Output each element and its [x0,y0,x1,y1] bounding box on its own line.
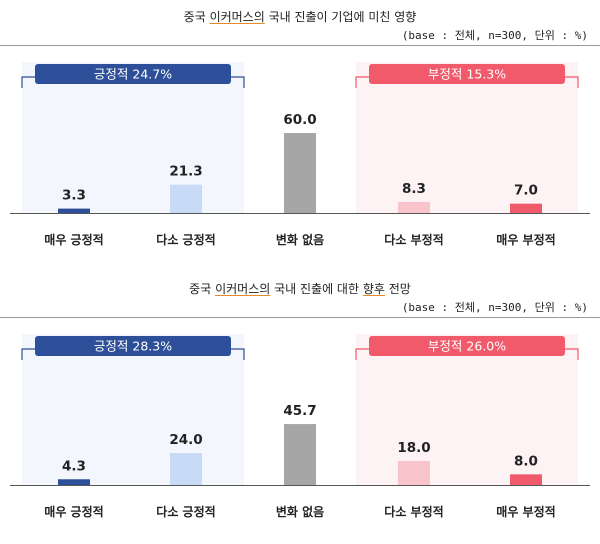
category-label: 변화 없음 [276,232,324,247]
group-pill [35,64,231,84]
group-background [22,62,244,213]
category-label: 다소 부정적 [384,504,443,519]
bar [510,203,542,213]
category-label: 매우 부정적 [496,232,555,247]
chart-title: 중국 이커머스의 국내 진출에 대한 향후 전망 [0,280,600,297]
chart-panel-impact: 중국 이커머스의 국내 진출이 기업에 미친 영향 (base : 전체, n=… [0,8,600,247]
base-note: (base : 전체, n=300, 단위 : %) [401,29,588,42]
data-label: 24.0 [169,432,202,448]
bar [398,461,430,485]
group-label: 부정적 26.0% [428,339,506,354]
bar-chart: 긍정적 28.3% 부정적 26.0% 4.3 매우 긍정적 24.0 다소 긍정적 45.… [10,334,590,519]
data-label: 4.3 [62,458,86,474]
group-pill [369,336,565,356]
group-pill [35,336,231,356]
group-label: 긍정적 28.3% [94,339,172,354]
title-part: 국내 진출이 기업에 미친 영향 [264,10,417,24]
category-label: 매우 긍정적 [44,504,103,519]
bar [170,184,202,213]
chart-title: 중국 이커머스의 국내 진출이 기업에 미친 영향 [0,8,600,25]
category-label: 다소 긍정적 [156,504,215,519]
data-label: 18.0 [397,440,430,456]
data-label: 60.0 [283,112,316,128]
title-part-highlight: 이커머스의 [215,282,271,296]
group-background [356,334,578,485]
divider [0,317,600,318]
title-part: 중국 [189,282,216,296]
bar [58,208,90,213]
data-label: 8.0 [514,453,538,469]
base-note: (base : 전체, n=300, 단위 : %) [401,301,588,314]
category-label: 변화 없음 [276,504,324,519]
group-label: 부정적 15.3% [428,67,506,82]
title-part-highlight: 향후 [362,282,385,296]
bar [58,479,90,485]
bar-chart: 긍정적 24.7% 부정적 15.3% 3.3 매우 긍정적 21.3 다소 긍정적 60.… [10,62,590,247]
group-background [22,334,244,485]
title-part-highlight: 이커머스의 [209,10,265,24]
bar [284,133,316,213]
category-label: 매우 긍정적 [44,232,103,247]
bar [284,424,316,485]
title-part: 국내 진출에 대한 [270,282,363,296]
bar [510,474,542,485]
data-label: 8.3 [402,181,426,197]
group-background [356,62,578,213]
group-label: 긍정적 24.7% [94,67,172,82]
divider [0,45,600,46]
title-part: 중국 [183,10,210,24]
group-pill [369,64,565,84]
data-label: 3.3 [62,188,86,204]
category-label: 다소 긍정적 [156,232,215,247]
title-part: 전망 [384,282,411,296]
chart-panel-outlook: 중국 이커머스의 국내 진출에 대한 향후 전망 (base : 전체, n=3… [0,272,600,544]
category-label: 다소 부정적 [384,232,443,247]
bar [398,201,430,213]
data-label: 21.3 [169,164,202,180]
bar [170,453,202,485]
category-label: 매우 부정적 [496,504,555,519]
data-label: 45.7 [283,403,316,419]
data-label: 7.0 [514,183,538,199]
